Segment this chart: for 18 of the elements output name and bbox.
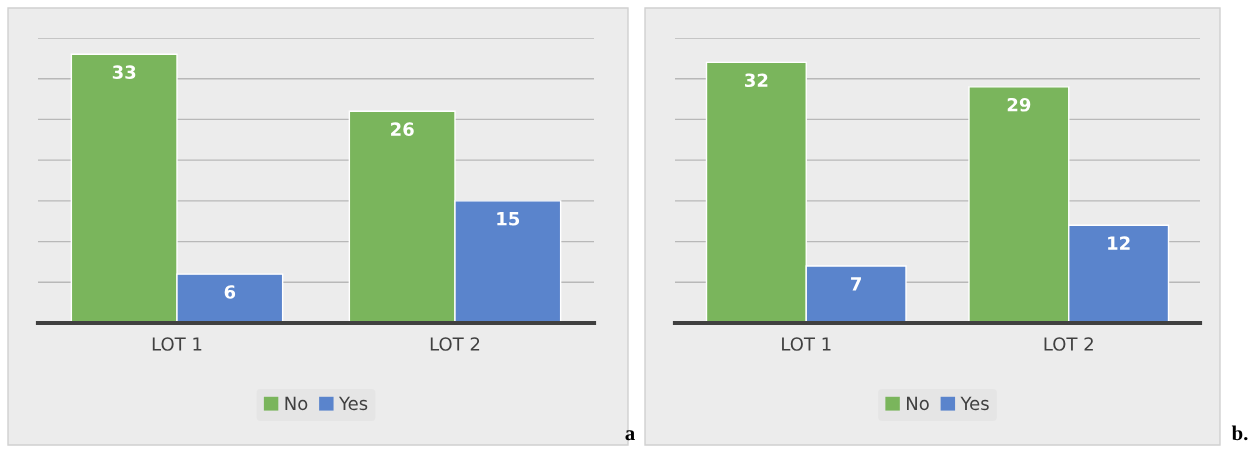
x-tick-label: LOT 2: [430, 337, 480, 351]
text: b.: [1231, 425, 1248, 441]
legend-label: Yes: [338, 396, 368, 411]
legend-label: Yes: [960, 396, 989, 411]
x-tick-label: LOT 1: [152, 337, 202, 351]
text: a: [625, 430, 635, 441]
data-label: 7: [851, 277, 861, 291]
legend-label: No: [907, 396, 929, 411]
data-label: 26: [391, 122, 414, 136]
data-label: 33: [112, 65, 136, 79]
data-label: 15: [497, 212, 520, 226]
data-label: 12: [1108, 236, 1130, 250]
data-label: 29: [1007, 97, 1031, 112]
x-tick-label: LOT 2: [1044, 337, 1093, 351]
x-tick-label: LOT 1: [782, 337, 831, 351]
legend-label: No: [285, 396, 308, 411]
data-label: 32: [745, 73, 768, 88]
data-label: 6: [224, 285, 236, 299]
